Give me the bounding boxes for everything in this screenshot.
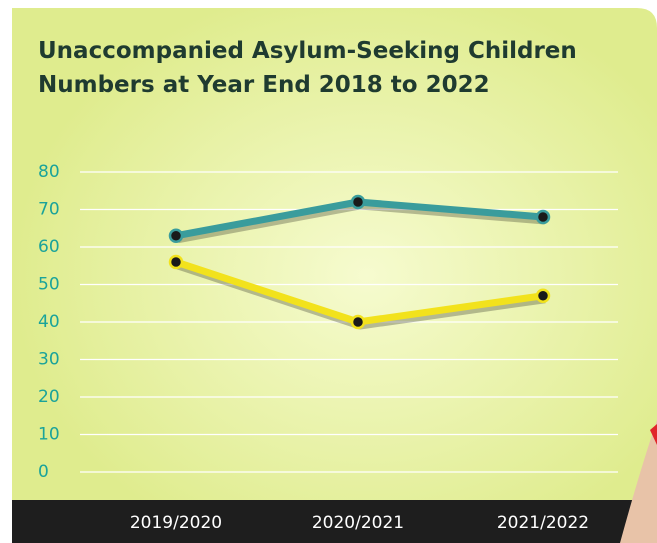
chart-title: Unaccompanied Asylum-Seeking Children Nu… <box>38 38 577 98</box>
y-tick-label: 30 <box>38 350 60 370</box>
y-tick-label: 80 <box>38 162 60 182</box>
data-point <box>350 194 366 210</box>
x-tick-label: 2021/2022 <box>497 513 589 533</box>
card <box>12 8 657 543</box>
y-tick-label: 10 <box>38 425 60 445</box>
y-tick-label: 40 <box>38 312 60 332</box>
y-tick-label: 50 <box>38 275 60 295</box>
x-tick-label: 2020/2021 <box>312 513 404 533</box>
y-tick-label: 70 <box>38 200 60 220</box>
data-point <box>350 314 366 330</box>
decoration <box>620 420 657 543</box>
data-point <box>535 209 551 225</box>
data-point <box>168 254 184 270</box>
x-axis-band <box>12 500 657 543</box>
data-point <box>168 228 184 243</box>
y-tick-label: 20 <box>38 387 60 407</box>
data-point <box>535 288 551 303</box>
y-tick-label: 60 <box>38 237 60 257</box>
decoration <box>650 424 657 445</box>
x-tick-label: 2019/2020 <box>130 513 222 533</box>
y-tick-label: 0 <box>38 462 49 482</box>
